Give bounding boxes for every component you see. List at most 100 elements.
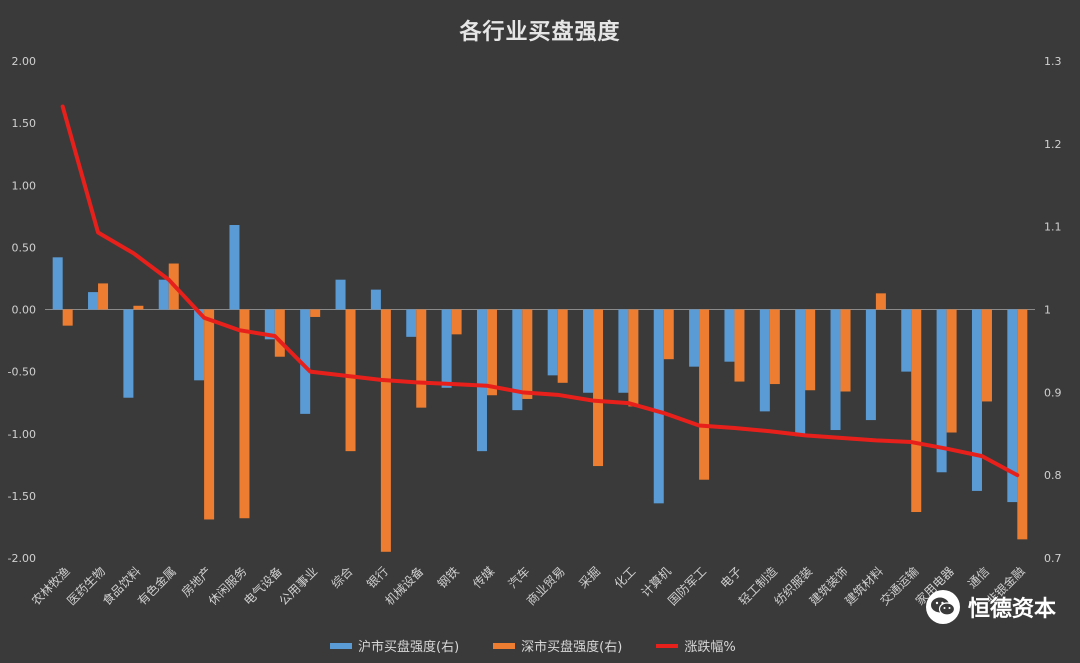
x-tick-label: 建筑材料 [841, 564, 886, 609]
y-right-tick: 0.8 [1044, 469, 1062, 482]
y-left-tick: -1.00 [8, 428, 36, 441]
x-tick-label: 轻工制造 [736, 564, 780, 608]
bar-sz [204, 309, 215, 520]
bar-sh [88, 292, 99, 310]
y-left-tick: -2.00 [8, 552, 36, 565]
x-tick-label: 钢铁 [435, 564, 462, 591]
bar-sz [805, 309, 816, 391]
bar-sh [264, 309, 275, 340]
y-left-tick: -1.50 [8, 490, 36, 503]
bar-sz [416, 309, 427, 408]
bar-sz [1017, 309, 1028, 540]
x-tick-label: 建筑装饰 [806, 564, 851, 609]
bar-sh [795, 309, 806, 437]
bar-sh [194, 309, 205, 381]
y-left-tick: 2.00 [12, 55, 37, 68]
bar-sz [663, 309, 674, 360]
bar-sz [62, 309, 73, 326]
x-tick-label: 食品饮料 [99, 564, 144, 609]
bar-sz [946, 309, 957, 433]
x-tick-label: 汽车 [505, 564, 533, 592]
legend-swatch-sh [330, 642, 352, 649]
bar-sz [628, 309, 639, 407]
bar-sz [522, 309, 533, 399]
y-right-tick: 1 [1044, 304, 1051, 317]
y-right-tick: 0.7 [1044, 552, 1062, 565]
legend-swatch-change [656, 643, 679, 648]
bar-sz [310, 309, 321, 317]
bar-sh [901, 309, 912, 372]
bar-sh [229, 225, 240, 310]
bar-sh [158, 279, 169, 310]
bar-sh [52, 257, 63, 310]
y-left-tick: 0.50 [12, 241, 37, 254]
x-tick-label: 休闲服务 [205, 564, 250, 609]
bar-sz [486, 309, 497, 396]
bar-sz [911, 309, 922, 513]
x-tick-label: 纺织服装 [771, 564, 815, 608]
bar-sz [981, 309, 992, 402]
x-tick-label: 采掘 [576, 564, 604, 592]
x-tick-label: 通信 [965, 564, 992, 591]
y-right-tick: 1.3 [1044, 55, 1062, 68]
bar-sh [370, 289, 381, 310]
legend-label-sh: 沪市买盘强度(右) [358, 640, 460, 655]
y-left-tick: 0.00 [12, 304, 37, 317]
bar-sz [133, 305, 144, 310]
bar-sh [441, 309, 452, 388]
bar-sz [274, 309, 285, 357]
x-tick-label: 综合 [328, 564, 356, 592]
y-left-tick: 1.00 [12, 179, 37, 192]
bar-sh [335, 279, 346, 310]
watermark: 恒德资本 [925, 590, 1056, 624]
bar-sh [1007, 309, 1018, 503]
bar-sz [840, 309, 851, 392]
x-tick-label: 公用事业 [276, 564, 320, 608]
legend-item-sz: 深市买盘强度(右) [493, 636, 622, 655]
legend-item-sh: 沪市买盘强度(右) [330, 636, 459, 655]
legend-label-change: 涨跌幅% [684, 640, 736, 655]
bar-sh [618, 309, 629, 393]
bar-sh [547, 309, 558, 376]
bar-sh [476, 309, 487, 452]
bar-sz [345, 309, 356, 452]
y-left-tick: 1.50 [12, 117, 37, 130]
x-tick-label: 医药生物 [64, 564, 108, 608]
legend-swatch-sz [493, 642, 516, 649]
bar-sh [724, 309, 735, 362]
bar-sh [512, 309, 523, 411]
watermark-text: 恒德资本 [967, 597, 1056, 622]
bar-sh [406, 309, 417, 337]
x-tick-label: 电子 [718, 564, 745, 591]
legend: 沪市买盘强度(右) 深市买盘强度(右) 涨跌幅% [330, 636, 736, 655]
wechat-icon [925, 590, 960, 624]
bar-sz [380, 309, 391, 552]
x-tick-label: 电气设备 [240, 564, 285, 609]
x-tick-label: 国防军工 [665, 564, 710, 609]
legend-item-change: 涨跌幅% [656, 636, 736, 655]
bar-sz [769, 309, 780, 385]
bar-sh [653, 309, 664, 504]
x-tick-label: 银行 [364, 564, 391, 591]
bar-sh [936, 309, 947, 473]
bar-sh [971, 309, 982, 491]
bar-sz [98, 283, 109, 310]
bar-sh [300, 309, 311, 414]
y-right-tick: 0.9 [1044, 386, 1062, 399]
x-tick-label: 商业贸易 [523, 564, 568, 609]
bar-sz [875, 293, 886, 310]
bar-sz [451, 309, 462, 335]
y-right-tick: 1.1 [1044, 221, 1062, 234]
bar-sz [699, 309, 710, 480]
line-change [60, 104, 1020, 478]
bar-sz [734, 309, 745, 382]
y-right-tick: 1.2 [1044, 138, 1062, 151]
x-tick-label: 有色金属 [134, 564, 179, 609]
legend-label-sz: 深市买盘强度(右) [521, 640, 623, 655]
bar-sh [689, 309, 700, 367]
x-tick-label: 农林牧渔 [29, 564, 73, 608]
bar-sh [123, 309, 134, 398]
bar-sz [239, 309, 250, 519]
y-left-tick: -0.50 [8, 366, 36, 379]
